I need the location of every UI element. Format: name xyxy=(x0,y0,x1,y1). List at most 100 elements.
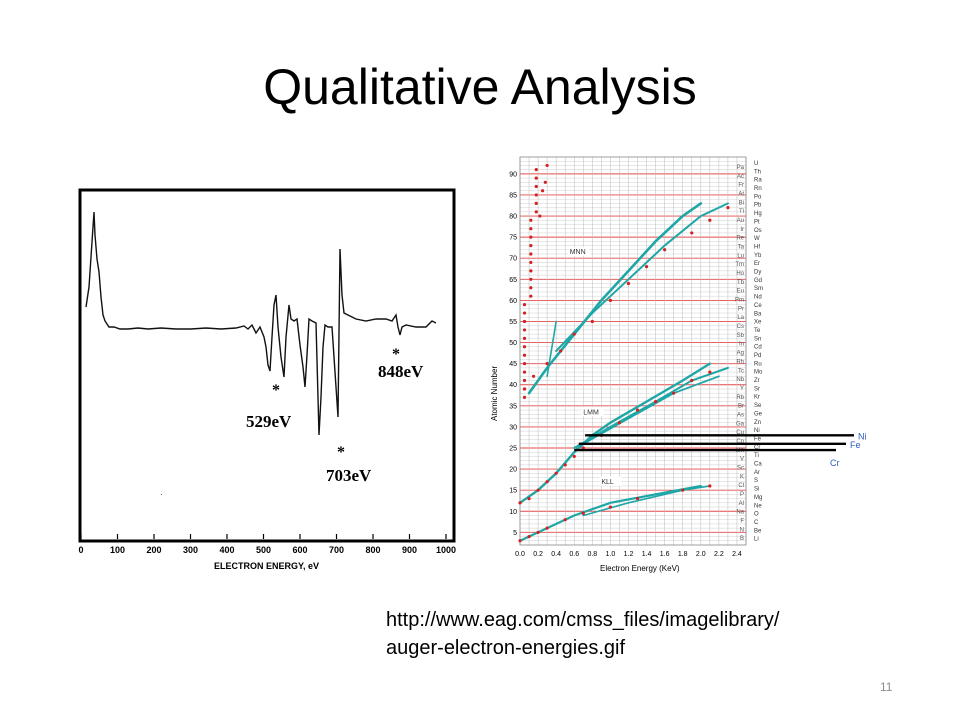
auger-spectrum-figure: *529eV*703eV*848eV 0 100 200 300 400 500 600 70… xyxy=(78,188,456,571)
auger-transition-point xyxy=(529,260,533,265)
auger-transition-point xyxy=(534,201,538,205)
spectrum-xtick-label: 700 xyxy=(329,545,344,555)
auger-transition-point xyxy=(522,362,527,366)
auger-element-symbol: Sr xyxy=(754,386,760,392)
auger-transition-point xyxy=(522,311,527,315)
auger-element-symbol: U xyxy=(754,161,758,167)
auger-element-symbol: Tc xyxy=(738,368,744,374)
spectrum-xtick-label: 900 xyxy=(402,545,417,555)
source-url-line1[interactable]: http://www.eag.com/cmss_files/imagelibra… xyxy=(386,609,780,631)
auger-element-symbol: Fe xyxy=(754,436,762,442)
auger-element-symbol: Ta xyxy=(738,245,745,251)
auger-element-symbol: W xyxy=(754,236,760,242)
auger-element-symbol: Al xyxy=(739,501,744,507)
auger-transition-point xyxy=(536,530,540,534)
auger-element-symbol: Cd xyxy=(754,345,762,351)
auger-element-symbol: Kr xyxy=(754,395,760,401)
auger-transition-point xyxy=(522,336,527,340)
auger-element-symbol: Xe xyxy=(754,320,762,326)
auger-element-symbol: Li xyxy=(754,537,759,543)
auger-transition-point xyxy=(536,488,540,492)
auger-ylabel: Atomic Number xyxy=(490,366,499,421)
auger-ytick-label: 15 xyxy=(509,488,517,495)
auger-element-symbol: As xyxy=(737,412,744,418)
auger-element-symbol: Pr xyxy=(738,306,744,312)
source-caption: http://www.eag.com/cmss_files/imagelibra… xyxy=(386,606,779,662)
auger-element-symbol: Si xyxy=(754,487,759,493)
auger-element-symbol: Rb xyxy=(736,395,744,401)
auger-element-symbol: Ti xyxy=(754,453,759,459)
auger-element-symbol: Os xyxy=(754,228,762,234)
auger-transition-point xyxy=(581,446,585,450)
auger-element-symbol: C xyxy=(754,520,759,526)
auger-element-symbol: F xyxy=(740,518,744,524)
auger-element-symbol: Ir xyxy=(740,227,744,233)
auger-transition-point xyxy=(529,235,533,239)
auger-transition-point xyxy=(534,210,538,214)
auger-element-symbol: Ra xyxy=(754,178,762,184)
auger-transition-point xyxy=(563,518,567,522)
auger-element-symbol: Rn xyxy=(754,186,762,192)
auger-element-symbol: Ar xyxy=(754,470,760,476)
auger-band-label: KLL xyxy=(601,479,614,486)
spectrum-xtick-label: 100 xyxy=(110,545,125,555)
auger-element-symbol: N xyxy=(740,527,744,533)
auger-element-symbol: Ag xyxy=(737,351,744,357)
auger-transition-point xyxy=(534,176,538,180)
spectrum-peak-label: 529eV xyxy=(246,412,292,431)
auger-element-symbol: Ce xyxy=(754,303,762,309)
auger-transition-point xyxy=(529,294,533,298)
auger-transition-point xyxy=(545,163,549,168)
auger-transition-point xyxy=(527,534,531,539)
auger-transition-point xyxy=(545,362,549,366)
auger-transition-curve xyxy=(582,485,711,517)
auger-element-symbol: V xyxy=(740,457,744,463)
auger-ytick-label: 45 xyxy=(509,361,517,368)
spectrum-xtick-label: 300 xyxy=(183,545,198,555)
auger-ytick-label: 75 xyxy=(509,235,517,242)
auger-element-symbol: Mo xyxy=(754,370,763,376)
spectrum-peak-marker: * xyxy=(272,382,280,399)
auger-element-symbol: Ge xyxy=(754,411,763,417)
auger-band-label-bg xyxy=(599,476,622,486)
auger-ytick-label: 65 xyxy=(509,277,517,284)
spectrum-xtick-label: 200 xyxy=(146,545,161,555)
auger-element-symbol: Th xyxy=(754,169,761,175)
auger-element-symbol: Sm xyxy=(754,286,763,292)
auger-ytick-label: 60 xyxy=(509,298,517,305)
auger-element-symbol: Pb xyxy=(754,203,762,209)
spectrum-xlabel: ELECTRON ENERGY, eV xyxy=(214,561,319,571)
auger-ytick-label: 70 xyxy=(509,256,517,263)
spectrum-trace xyxy=(85,211,437,436)
auger-element-symbol: Co xyxy=(736,439,744,445)
auger-xtick-label: 1.2 xyxy=(624,551,634,558)
slide-title: Qualitative Analysis xyxy=(263,59,697,115)
auger-transition-point xyxy=(690,378,694,383)
auger-transition-point xyxy=(581,511,585,515)
source-url-line2[interactable]: auger-electron-energies.gif xyxy=(386,637,626,659)
auger-transition-point xyxy=(534,168,538,172)
auger-transition-point xyxy=(554,471,558,475)
auger-xtick-label: 2.4 xyxy=(732,551,742,558)
auger-transition-point xyxy=(518,539,522,543)
auger-element-symbol: Cl xyxy=(738,483,744,489)
auger-transition-point xyxy=(522,303,527,307)
auger-element-symbol: Rh xyxy=(736,359,744,365)
auger-ytick-label: 40 xyxy=(509,382,517,389)
auger-legend-entry: Cr xyxy=(830,458,840,468)
auger-transition-curve xyxy=(546,320,557,378)
auger-element-symbol: Au xyxy=(737,218,744,224)
auger-band-label: LMM xyxy=(583,409,599,416)
auger-ytick-label: 25 xyxy=(509,446,517,453)
auger-transition-point xyxy=(529,277,533,281)
spectrum-xtick-label: 400 xyxy=(219,545,234,555)
auger-transition-point xyxy=(572,454,576,459)
auger-transition-point xyxy=(572,332,576,336)
auger-element-symbol: At xyxy=(738,192,744,198)
auger-ytick-label: 30 xyxy=(509,424,517,431)
auger-xtick-label: 0.2 xyxy=(533,551,543,558)
spectrum-peak-marker: * xyxy=(337,444,345,461)
auger-xtick-label: 2.2 xyxy=(714,551,724,558)
auger-ytick-label: 90 xyxy=(509,171,517,178)
auger-xtick-label: 0.0 xyxy=(515,551,525,558)
